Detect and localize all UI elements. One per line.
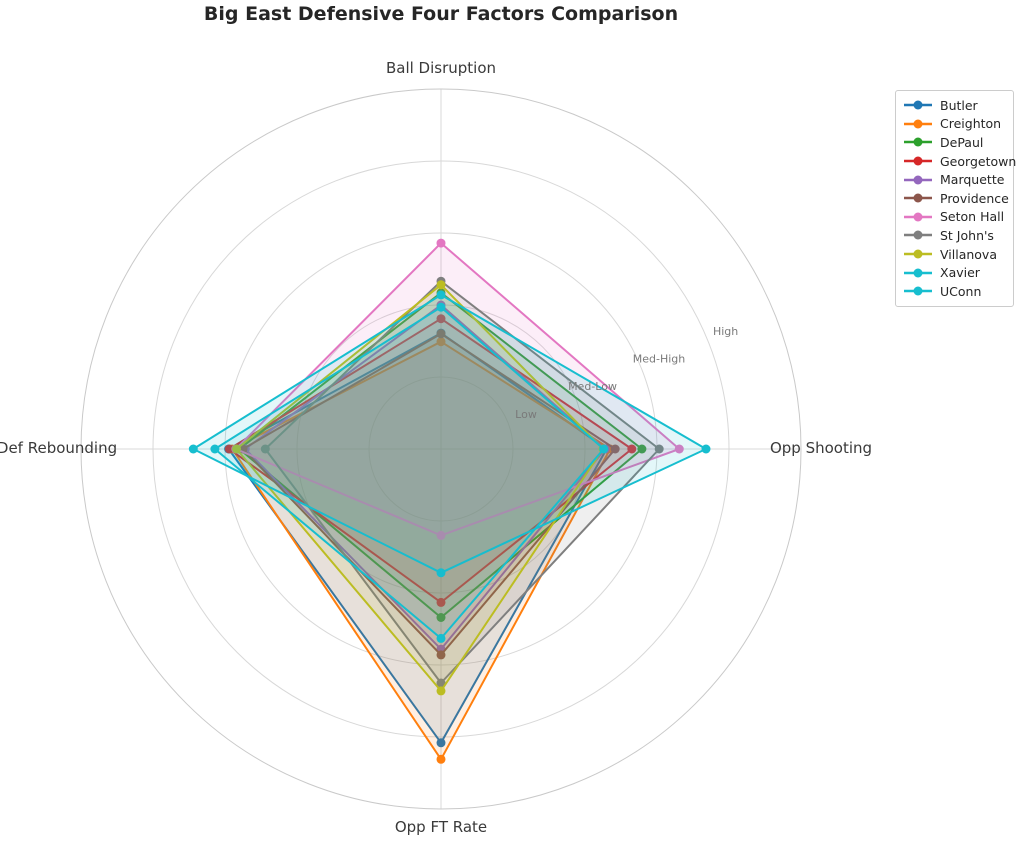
series-group — [188, 238, 711, 764]
tick-label-low: Low — [515, 408, 537, 421]
marker-seton-hall-ball-disruption — [436, 238, 446, 248]
grid-circle-1 — [368, 376, 514, 522]
legend-item-xavier: Xavier — [903, 263, 1005, 282]
series-fill-depaul — [239, 292, 642, 618]
series-fill-butler — [228, 333, 607, 743]
legend-marker-villanova — [904, 249, 932, 259]
legend-marker-georgetown — [904, 156, 932, 166]
legend-item-depaul: DePaul — [903, 133, 1005, 152]
axis-label-def-rebounding: Def Rebounding — [0, 439, 117, 457]
axis-label-opp-shooting: Opp Shooting — [770, 439, 872, 457]
marker-uconn-ball-disruption — [436, 302, 446, 312]
radial-tick-labels: Low Med-Low Med-High High — [515, 325, 738, 421]
marker-xavier-ball-disruption — [436, 290, 446, 300]
series-fill-uconn — [214, 307, 604, 639]
axis-label-opp-ft-rate: Opp FT Rate — [395, 818, 487, 836]
legend-marker-uconn — [904, 286, 932, 296]
marker-villanova-opp-ft-rate — [436, 686, 446, 696]
legend-marker-creighton — [904, 119, 932, 129]
marker-xavier-def-rebounding — [188, 444, 198, 454]
axis-label-ball-disruption: Ball Disruption — [386, 59, 496, 77]
legend-label-seton-hall: Seton Hall — [940, 209, 1005, 225]
legend-item-uconn: UConn — [903, 282, 1005, 301]
series-fill-marquette — [245, 305, 606, 650]
legend-item-seton-hall: Seton Hall — [903, 208, 1005, 227]
chart-title: Big East Defensive Four Factors Comparis… — [203, 3, 679, 25]
legend-marker-depaul — [904, 137, 932, 147]
marker-georgetown-opp-ft-rate — [436, 597, 446, 607]
marker-st-john-s-opp-shooting — [654, 444, 664, 454]
outer-ring — [80, 88, 802, 810]
marker-creighton-opp-ft-rate — [436, 754, 446, 764]
marker-villanova-ball-disruption — [436, 280, 446, 290]
series-uconn — [210, 302, 609, 643]
series-georgetown — [224, 314, 637, 607]
legend-marker-providence — [904, 193, 932, 203]
series-fill-creighton — [232, 341, 611, 760]
legend-label-creighton: Creighton — [940, 116, 1002, 132]
marker-butler-opp-ft-rate — [436, 738, 446, 748]
legend-item-providence: Providence — [903, 189, 1009, 208]
marker-georgetown-opp-shooting — [627, 444, 637, 454]
legend-label-st-john-s: St John's — [940, 227, 994, 243]
legend-label-marquette: Marquette — [940, 172, 1005, 188]
marker-uconn-opp-shooting — [599, 444, 609, 454]
marker-depaul-opp-ft-rate — [436, 613, 446, 622]
marker-creighton-ball-disruption — [436, 337, 446, 347]
marker-providence-opp-shooting — [610, 444, 620, 454]
marker-villanova-def-rebounding — [232, 444, 241, 454]
series-fill-seton-hall — [235, 243, 680, 536]
marker-xavier-opp-ft-rate — [436, 568, 446, 578]
legend-item-butler: Butler — [903, 96, 1005, 115]
marker-seton-hall-opp-shooting — [674, 444, 684, 454]
radial-gridlines — [80, 88, 802, 810]
tick-label-med-low: Med-Low — [568, 380, 617, 393]
tick-label-high: High — [713, 325, 738, 338]
axis-labels: Ball Disruption Opp Shooting Opp FT Rate De… — [0, 59, 872, 836]
series-fill-villanova — [236, 284, 603, 691]
legend-item-georgetown: Georgetown — [903, 152, 1016, 171]
marker-xavier-opp-shooting — [701, 444, 711, 454]
legend: Butler Creighton DePaul Georgetown Marquette… — [895, 90, 1016, 307]
legend-item-creighton: Creighton — [903, 115, 1005, 134]
legend-item-marquette: Marquette — [903, 170, 1005, 189]
marker-seton-hall-opp-ft-rate — [436, 530, 446, 540]
series-xavier — [188, 290, 711, 578]
legend-marker-seton-hall — [904, 212, 932, 222]
legend-label-georgetown: Georgetown — [940, 153, 1017, 169]
series-fill-xavier — [193, 294, 707, 573]
marker-st-john-s-def-rebounding — [260, 444, 270, 454]
legend-label-uconn: UConn — [940, 283, 982, 299]
series-fill-georgetown — [229, 318, 632, 603]
marker-depaul-opp-shooting — [637, 444, 647, 454]
marker-georgetown-ball-disruption — [436, 314, 446, 324]
marker-uconn-def-rebounding — [210, 444, 220, 454]
tick-label-med-high: Med-High — [633, 353, 686, 366]
marker-uconn-opp-ft-rate — [436, 633, 446, 643]
legend-item-st-john-s: St John's — [903, 226, 1005, 245]
marker-providence-ball-disruption — [436, 329, 446, 339]
legend-marker-marquette — [904, 175, 932, 185]
marker-georgetown-def-rebounding — [224, 444, 234, 454]
series-fill-st-john-s — [265, 281, 660, 683]
legend-item-villanova: Villanova — [903, 245, 1005, 264]
marker-providence-opp-ft-rate — [436, 650, 446, 660]
series-depaul — [234, 288, 647, 622]
legend-label-depaul: DePaul — [940, 134, 984, 150]
legend-label-providence: Providence — [940, 190, 1009, 206]
legend-label-butler: Butler — [940, 97, 978, 113]
grid-circle-4 — [152, 160, 730, 738]
legend-label-villanova: Villanova — [940, 246, 997, 262]
legend-marker-butler — [904, 100, 932, 110]
marker-st-john-s-opp-ft-rate — [436, 678, 446, 688]
legend-label-xavier: Xavier — [940, 265, 980, 281]
series-fill-providence — [243, 333, 616, 655]
legend-marker-xavier — [904, 268, 932, 278]
legend-marker-st-john-s — [904, 230, 932, 240]
